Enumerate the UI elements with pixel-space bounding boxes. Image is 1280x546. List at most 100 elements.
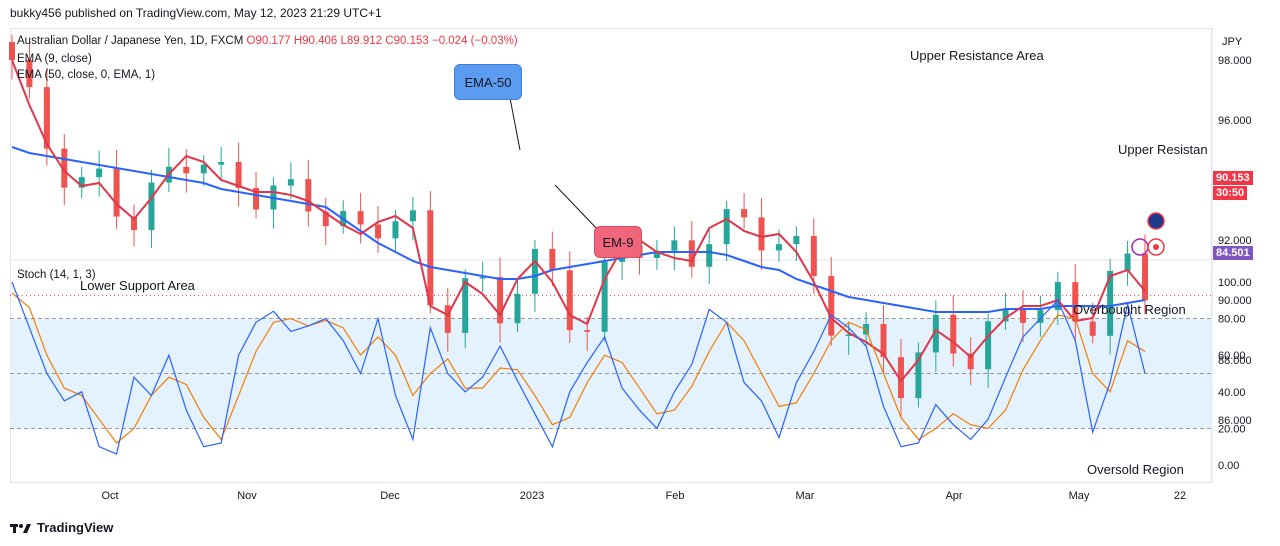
candle-body <box>1072 282 1079 322</box>
candle-body <box>183 166 190 174</box>
candle-body <box>287 179 294 186</box>
candle-body <box>1124 253 1131 271</box>
footer-brand[interactable]: TradingView <box>10 520 113 535</box>
ema9-line <box>11 59 1146 383</box>
footer-brand-label: TradingView <box>37 520 114 535</box>
ohlc-open: O90.177 <box>246 35 291 47</box>
candle-body <box>462 278 469 333</box>
y-axis-unit-label: JPY <box>1222 36 1243 48</box>
ema9-legend[interactable]: EMA (9, close) <box>17 53 92 65</box>
time-tick-label: Nov <box>237 490 257 502</box>
lower-support-area-label: Lower Support Area <box>80 278 195 293</box>
stoch-k-line <box>11 281 1146 455</box>
symbol-name: Australian Dollar / Japanese Yen, 1D, FX… <box>17 35 244 47</box>
event-icon-dot <box>1153 244 1159 250</box>
stoch-tick-label: 40.00 <box>1218 387 1246 399</box>
candle-body <box>9 42 15 60</box>
candle-body <box>828 276 835 336</box>
ema50-callout-pointer <box>509 97 521 151</box>
candle-body <box>1054 282 1061 311</box>
candle-body <box>357 211 364 225</box>
candle-body <box>932 314 939 353</box>
candle-body <box>531 248 538 294</box>
symbol-legend: Australian Dollar / Japanese Yen, 1D, FX… <box>17 35 518 47</box>
candle-body <box>1089 321 1096 336</box>
candle-body <box>43 87 50 149</box>
candle-body <box>584 330 591 332</box>
stoch-legend[interactable]: Stoch (14, 1, 3) <box>17 269 96 281</box>
candle-body <box>479 277 486 279</box>
ohlc-high: H90.406 <box>293 35 338 47</box>
candle-body <box>897 357 904 399</box>
candle-body <box>1107 270 1114 336</box>
candle-body <box>375 224 382 239</box>
candle-body <box>78 177 85 188</box>
stoch-band <box>10 318 1212 429</box>
overbought-region-label: Overbought Region <box>1073 302 1186 317</box>
candle-body <box>793 235 800 245</box>
candle-body <box>514 293 521 324</box>
candle-body <box>1019 309 1026 323</box>
candle-body <box>26 60 33 88</box>
candle-body <box>566 270 573 331</box>
time-tick-label: Feb <box>666 490 685 502</box>
candle-body <box>845 334 852 336</box>
price-tick-label: 98.000 <box>1218 55 1252 67</box>
candle-body <box>967 353 974 370</box>
countdown-tag: 30:50 <box>1213 186 1248 200</box>
event-icon <box>1147 238 1165 256</box>
price-tick-label: 96.000 <box>1218 115 1252 127</box>
time-tick-label: Mar <box>796 490 815 502</box>
candle-body <box>392 221 399 239</box>
oversold-region-label: Oversold Region <box>1087 462 1184 477</box>
price-tick-label: 90.000 <box>1218 295 1252 307</box>
ema9-callout: EM-9 <box>594 226 642 258</box>
upper-resistance-label: Upper Resistan <box>1118 142 1208 157</box>
candle-body <box>96 168 103 178</box>
candle-body <box>218 162 225 165</box>
candle-body <box>444 305 451 333</box>
time-tick-label: Oct <box>101 490 118 502</box>
candle-body <box>253 187 260 210</box>
candle-body <box>322 211 329 227</box>
event-icon <box>1131 238 1149 256</box>
time-tick-label: 22 <box>1174 490 1186 502</box>
ema9-callout-pointer <box>554 184 601 233</box>
time-tick-label: Apr <box>945 490 962 502</box>
candle-body <box>741 209 748 218</box>
candle-body <box>1002 309 1009 322</box>
candle-body <box>427 210 434 306</box>
ohlc-close: C90.153 <box>385 35 429 47</box>
ohlc-change: −0.024 (−0.03%) <box>431 35 518 47</box>
stoch-tick-label: 80.00 <box>1218 314 1246 326</box>
candle-body <box>131 216 138 231</box>
candle-body <box>706 244 713 267</box>
candle-body <box>200 164 207 174</box>
stoch-tick-label: 0.00 <box>1218 460 1239 472</box>
tradingview-logo-icon <box>10 523 31 533</box>
candle-body <box>775 244 782 251</box>
ema50-legend[interactable]: EMA (50, close, 0, EMA, 1) <box>17 69 156 81</box>
price-tick-label: 88.000 <box>1218 355 1252 367</box>
candle-body <box>671 240 678 251</box>
ema50-line <box>11 146 1146 313</box>
candle-body <box>1142 253 1148 301</box>
candle-body <box>950 314 957 354</box>
time-tick-label: Dec <box>380 490 400 502</box>
upper-resistance-area-label: Upper Resistance Area <box>910 48 1044 63</box>
price-tick-label: 86.000 <box>1218 415 1252 427</box>
candle-body <box>61 148 68 188</box>
candle-body <box>148 182 155 231</box>
last-price-tag: 90.153 <box>1213 171 1253 185</box>
candle-body <box>758 217 765 251</box>
stoch-tick-label: 20.00 <box>1218 423 1246 435</box>
candle-body <box>549 248 556 271</box>
price-tick-label: 92.000 <box>1218 235 1252 247</box>
flag-icon <box>1147 212 1165 230</box>
candle-body <box>880 324 887 358</box>
candle-body <box>409 210 416 222</box>
time-tick-label: 2023 <box>520 490 544 502</box>
candle-body <box>723 209 730 245</box>
candle-body <box>235 162 242 188</box>
